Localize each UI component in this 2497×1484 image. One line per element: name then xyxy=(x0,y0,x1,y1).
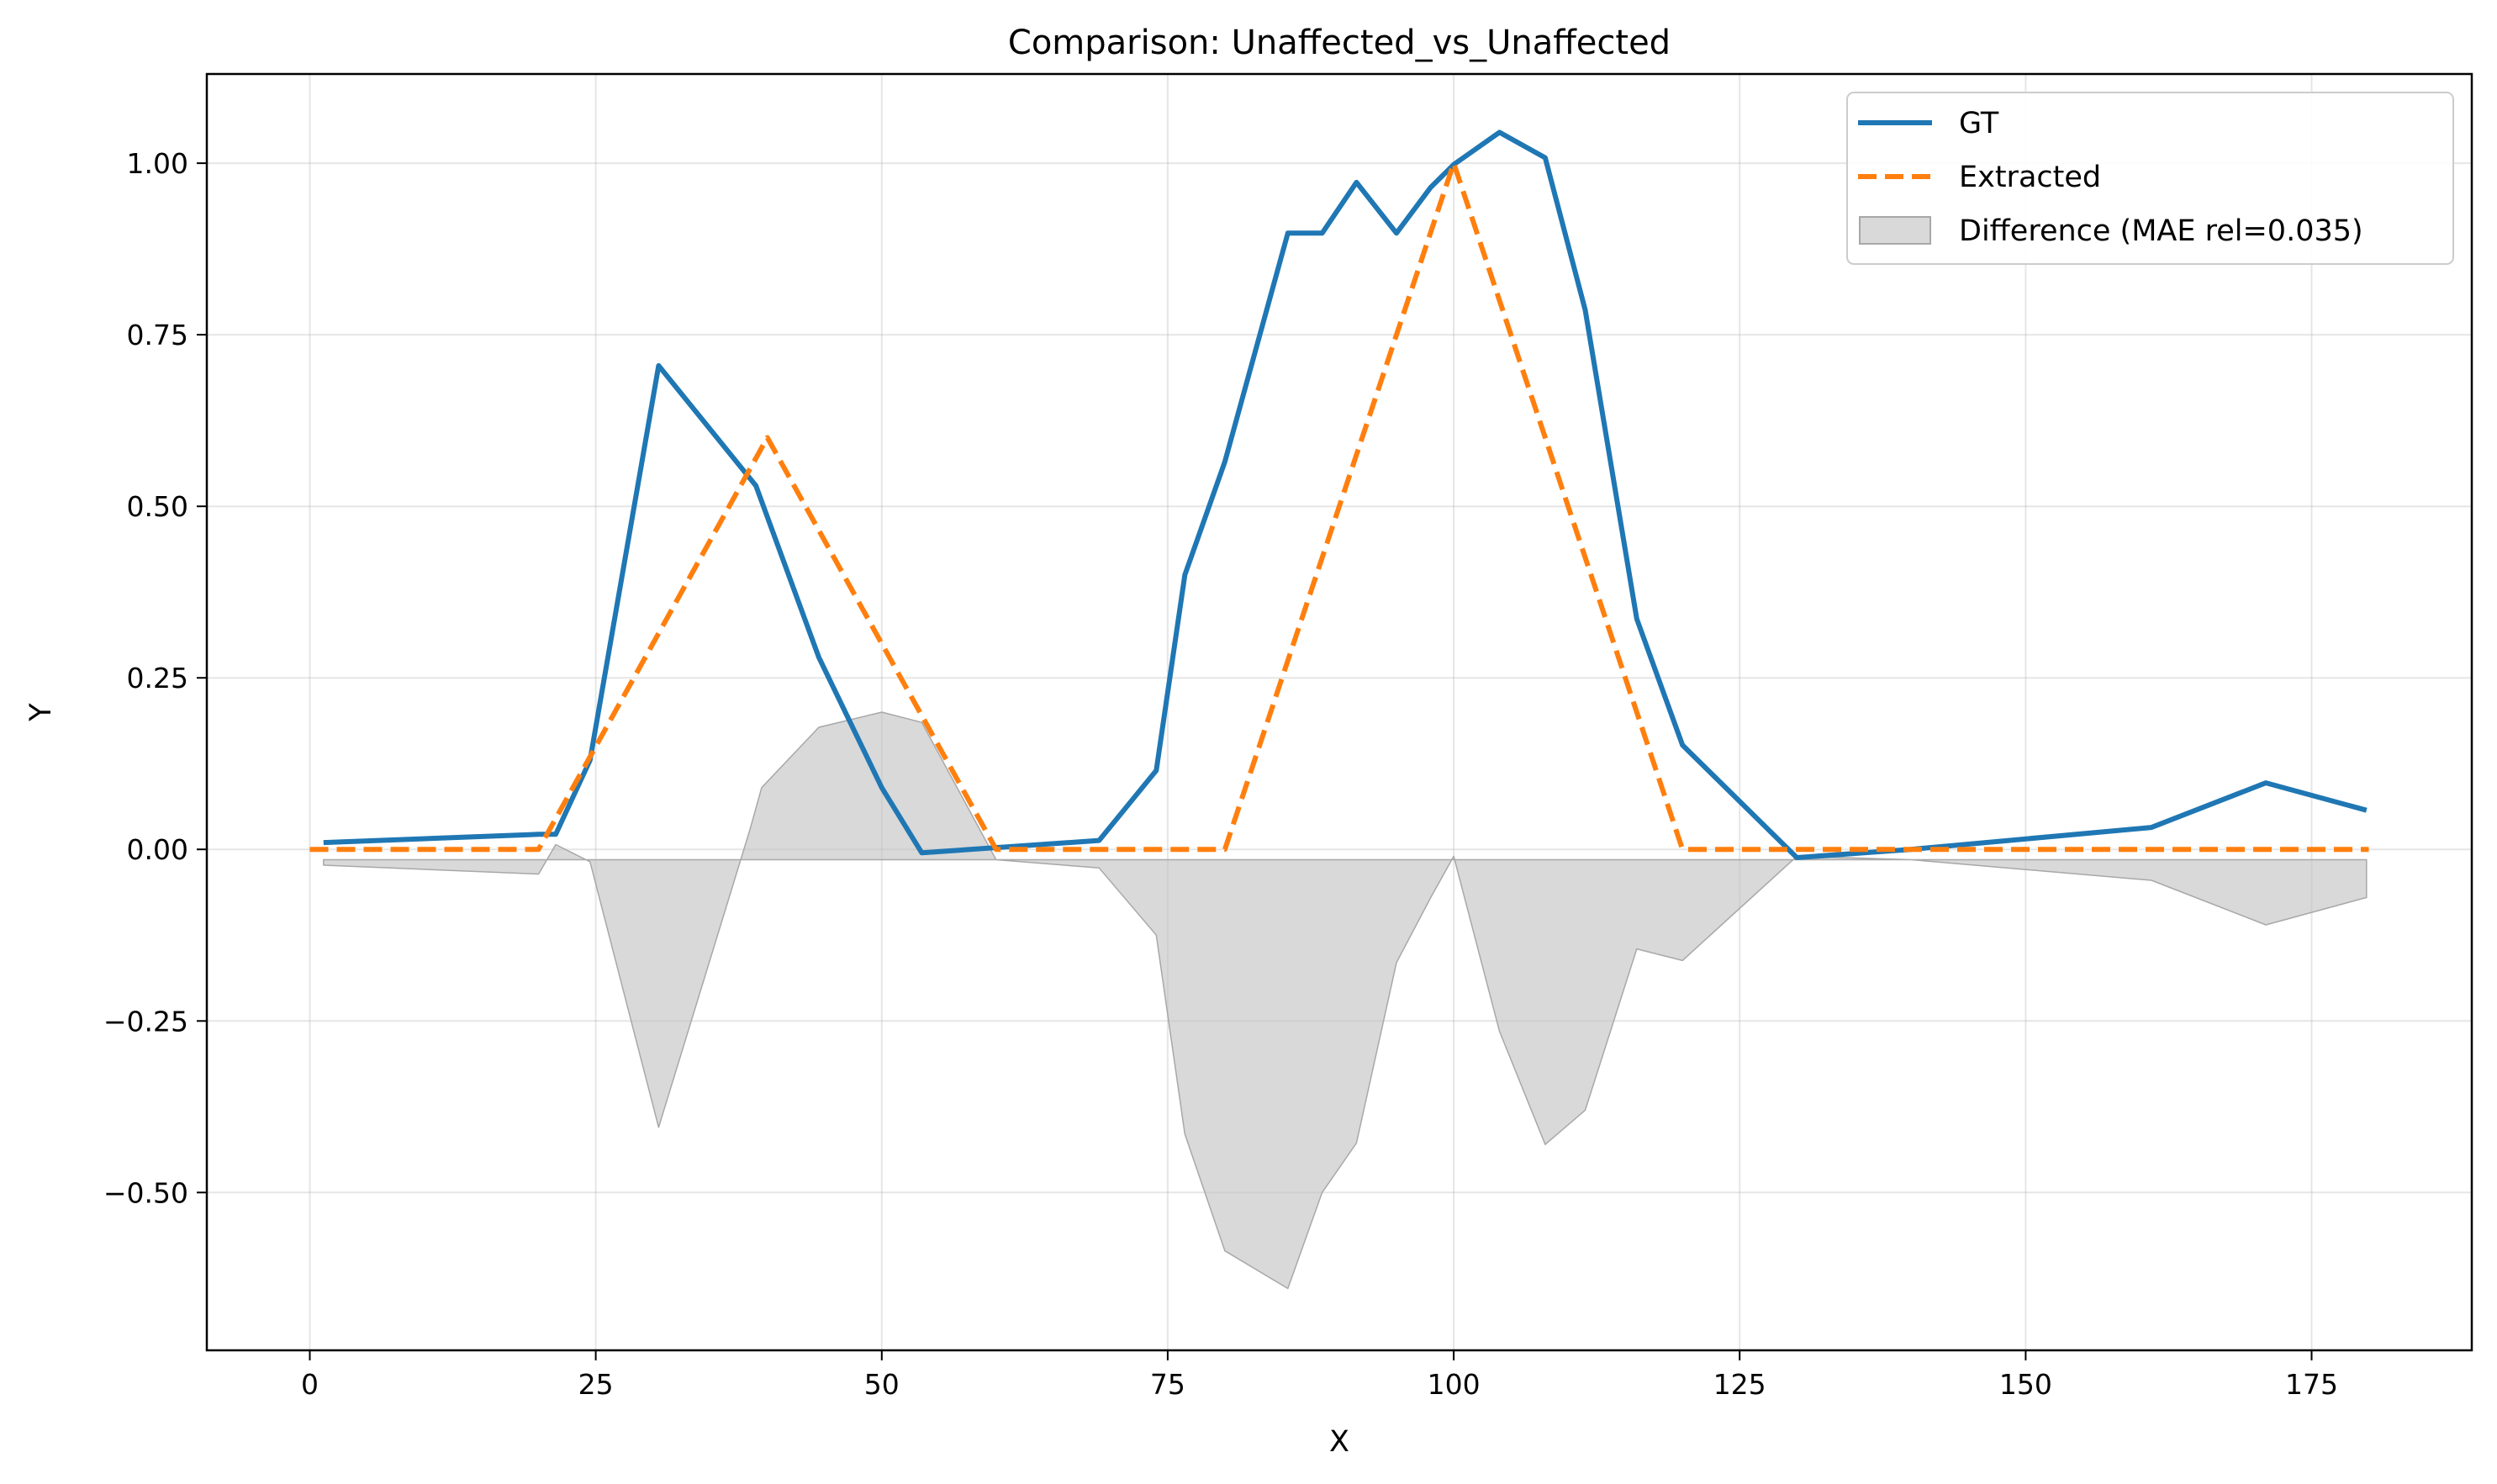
legend-label-extracted: Extracted xyxy=(1959,161,2101,194)
legend-label-gt: GT xyxy=(1959,107,1999,140)
legend-box xyxy=(1846,92,2454,265)
difference-area-layer xyxy=(323,711,2368,1290)
y-tick-label: −0.50 xyxy=(103,1176,188,1209)
x-tick-label: 150 xyxy=(1999,1368,2052,1401)
y-tick-label: 0.00 xyxy=(127,833,188,866)
chart-title: Comparison: Unaffected_vs_Unaffected xyxy=(1008,24,1671,62)
grid xyxy=(207,74,2472,1350)
x-tick-label: 25 xyxy=(578,1368,614,1401)
x-tick-label: 0 xyxy=(301,1368,319,1401)
x-tick-label: 75 xyxy=(1150,1368,1185,1401)
y-axis-label: Y xyxy=(24,703,58,722)
x-tick-label: 125 xyxy=(1713,1368,1766,1401)
legend-label-difference: Difference (MAE rel=0.035) xyxy=(1959,214,2363,248)
y-tick-label: 0.25 xyxy=(127,662,188,694)
y-tick-label: 0.75 xyxy=(127,319,188,351)
legend: GT Extracted Difference (MAE rel=0.035) xyxy=(1846,92,2454,265)
x-tick-label: 50 xyxy=(864,1368,900,1401)
series-lines-layer xyxy=(309,129,2369,860)
y-tick-label: 0.50 xyxy=(127,490,188,523)
plot-frame xyxy=(205,72,2473,1352)
y-tick-label: 1.00 xyxy=(127,147,188,180)
series-line-gt xyxy=(323,129,2368,860)
series-line-extracted xyxy=(309,161,2369,853)
y-tick-label: −0.25 xyxy=(103,1005,188,1038)
x-tick-label: 100 xyxy=(1428,1368,1481,1401)
axis-ticks: 0 25 50 75 100 125 150 175 −0.50 −0.25 0.00 0.25 0.5… xyxy=(103,147,2338,1401)
x-tick-label: 175 xyxy=(2285,1368,2338,1401)
difference-area xyxy=(323,711,2368,1290)
legend-swatch-difference xyxy=(1859,216,1931,245)
x-axis-label: X xyxy=(1329,1425,1349,1459)
